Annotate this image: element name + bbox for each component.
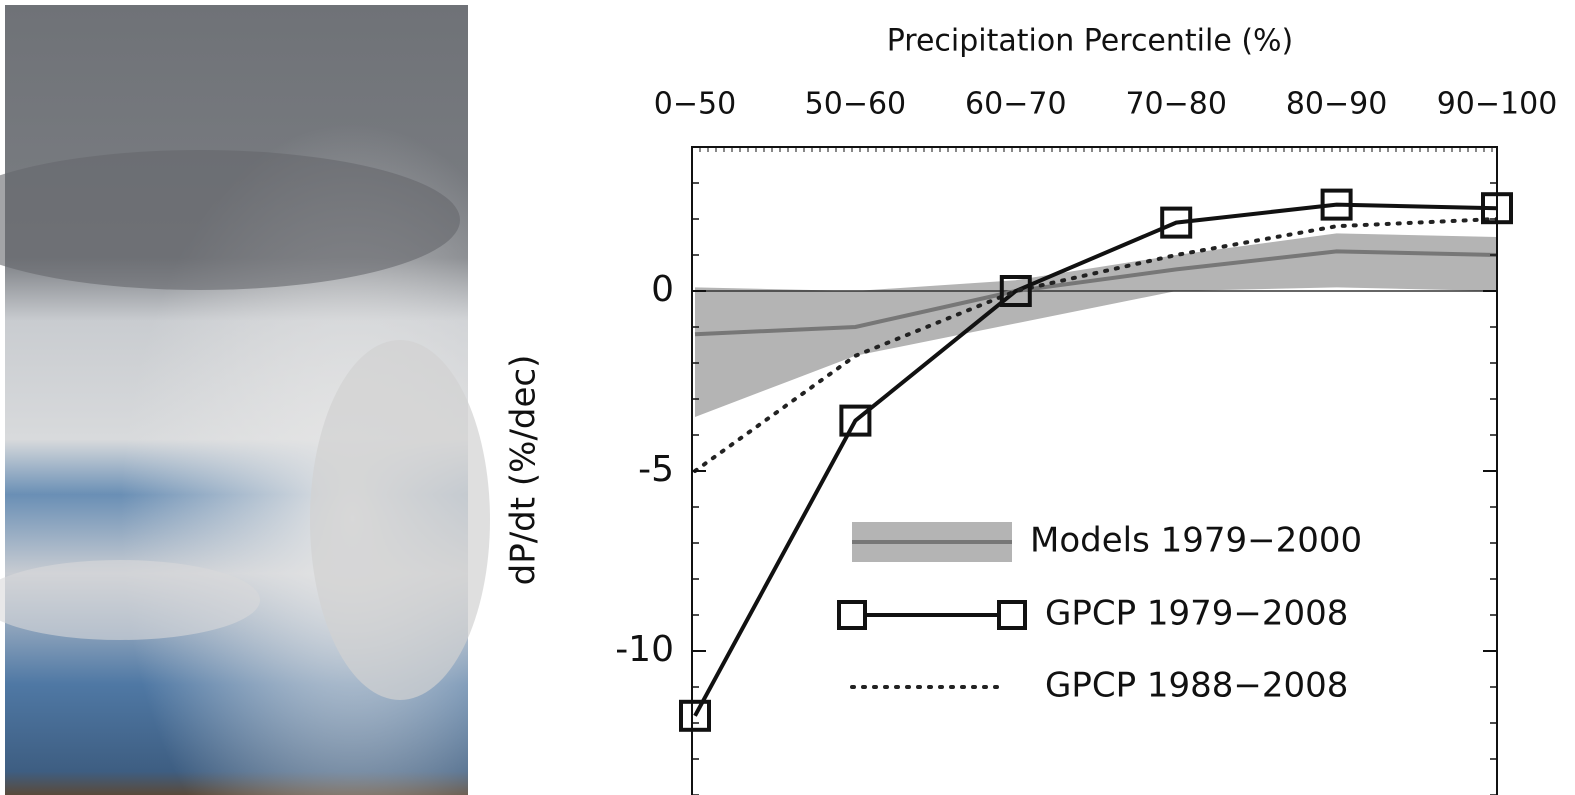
model-range-band xyxy=(695,233,1497,417)
cloud-photo xyxy=(0,5,490,795)
y-axis-title: dP/dt (%/dec) xyxy=(504,355,544,586)
legend-marker xyxy=(839,602,865,628)
page: Precipitation Percentile (%) dP/dt (%/de… xyxy=(0,0,1575,795)
x-tick-label: 60−70 xyxy=(965,87,1066,122)
chart: Precipitation Percentile (%) dP/dt (%/de… xyxy=(0,0,1575,795)
x-tick-label: 90−100 xyxy=(1437,87,1558,122)
y-tick-label: 0 xyxy=(651,269,674,310)
legend-label: Models 1979−2000 xyxy=(1030,521,1362,561)
plot xyxy=(692,205,1497,716)
x-tick-label: 80−90 xyxy=(1286,87,1387,122)
legend-label: GPCP 1979−2008 xyxy=(1045,594,1348,634)
legend-marker xyxy=(999,602,1025,628)
legend-label: GPCP 1988−2008 xyxy=(1045,666,1348,706)
x-axis-title: Precipitation Percentile (%) xyxy=(887,24,1294,59)
y-tick-label: -10 xyxy=(615,629,674,670)
x-tick-label: 50−60 xyxy=(805,87,906,122)
x-tick-label: 70−80 xyxy=(1125,87,1226,122)
y-tick-label: -5 xyxy=(638,449,674,490)
x-tick-label: 0−50 xyxy=(654,87,736,122)
